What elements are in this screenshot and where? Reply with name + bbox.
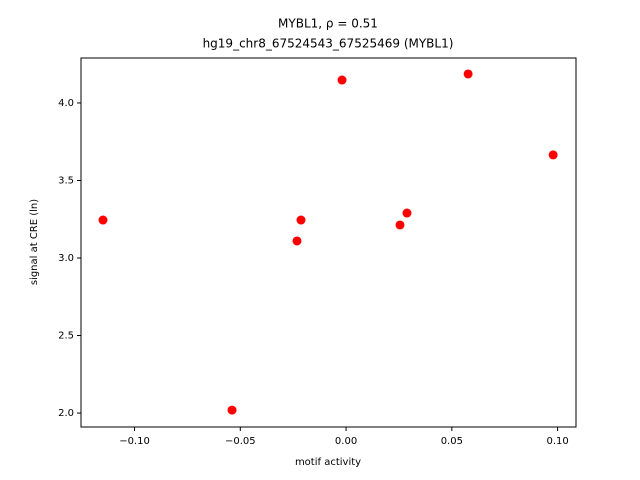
x-tick-label: −0.05 [225,436,256,447]
point [395,220,405,230]
point [548,150,558,160]
x-tick-label: 0.00 [335,436,357,447]
point [292,236,302,246]
y-tick-label: 4.0 [58,98,74,109]
y-tick-label: 3.5 [58,175,74,186]
x-tick-label: 0.10 [546,436,568,447]
x-tick-label: 0.05 [441,436,463,447]
x-tick-label: −0.10 [119,436,150,447]
point [98,215,108,225]
x-axis-label: motif activity [295,457,361,468]
y-tick-label: 3.0 [58,253,74,264]
point [402,208,412,218]
point [296,215,306,225]
point [337,75,347,85]
chart-subtitle: hg19_chr8_67524543_67525469 (MYBL1) [203,37,454,51]
plot-frame [80,57,577,428]
chart-title: MYBL1, ρ = 0.51 [278,17,378,31]
y-tick-label: 2.0 [58,408,74,419]
point [227,405,237,415]
point [463,69,473,79]
y-axis-label: signal at CRE (ln) [29,199,40,285]
y-tick-label: 2.5 [58,331,74,342]
